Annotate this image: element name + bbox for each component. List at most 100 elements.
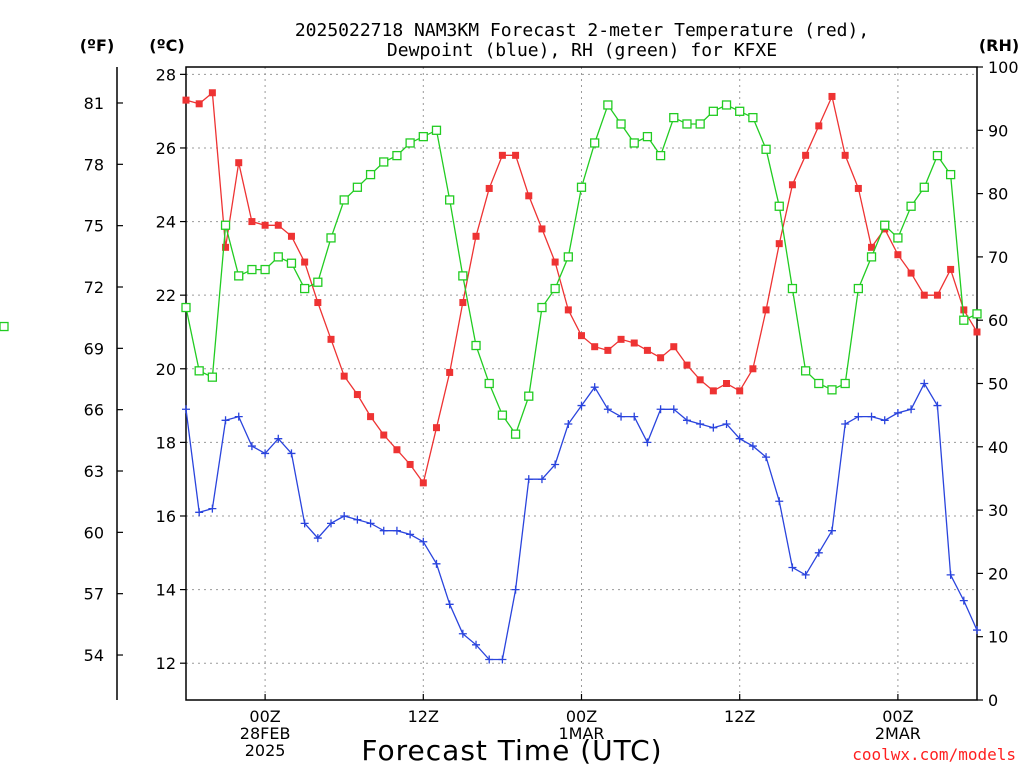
- temperature-point: [287, 232, 295, 240]
- celsius-tick-label: 24: [156, 213, 176, 232]
- temperature-point: [314, 299, 322, 307]
- rh-point: [787, 283, 798, 294]
- rh-point: [181, 302, 191, 313]
- fahrenheit-tick-label: 81: [84, 94, 104, 113]
- temperature-point: [578, 332, 585, 340]
- rh-point: [880, 220, 890, 230]
- rh-point: [313, 277, 323, 287]
- dewpoint-point: [340, 511, 349, 520]
- dewpoint-point: [814, 548, 823, 557]
- dewpoint-point: [617, 412, 626, 421]
- temperature-point: [788, 181, 796, 189]
- temperature-point: [643, 346, 651, 354]
- dewpoint-point: [392, 526, 401, 535]
- rh-point: [418, 131, 428, 142]
- x-tick-label: 28FEB: [240, 724, 291, 743]
- celsius-tick-label: 20: [156, 360, 176, 379]
- dewpoint-point: [590, 383, 599, 392]
- temperature-point: [775, 240, 783, 248]
- rh-point: [708, 106, 718, 116]
- dewpoint-point: [880, 416, 889, 425]
- temperature-point: [274, 221, 282, 229]
- temperature-point: [749, 365, 757, 373]
- temperature-point: [920, 291, 928, 299]
- dewpoint-point: [221, 416, 230, 425]
- rh-point: [840, 378, 850, 389]
- dewpoint-point: [208, 504, 217, 513]
- rh-point: [642, 131, 653, 142]
- dewpoint-point: [274, 434, 283, 443]
- dewpoint-point: [577, 401, 586, 410]
- rh-point: [893, 233, 903, 243]
- temperature-point: [591, 343, 599, 351]
- rh-point: [721, 100, 732, 110]
- rh-tick-label: 40: [988, 438, 1008, 457]
- dewpoint-point: [748, 442, 757, 451]
- dewpoint-point: [722, 419, 731, 428]
- rh-point: [959, 315, 969, 325]
- dewpoint-point: [234, 412, 243, 421]
- fahrenheit-tick-label: 60: [84, 523, 104, 542]
- rh-point: [563, 252, 573, 262]
- temperature-point: [802, 151, 810, 159]
- fahrenheit-tick-label: 75: [84, 217, 104, 236]
- rh-tick-label: 100: [988, 58, 1019, 77]
- dewpoint-point: [933, 401, 942, 410]
- x-tick-label: 00Z: [566, 707, 597, 726]
- dewpoint-point: [247, 442, 256, 451]
- x-tick-label: 00Z: [882, 707, 913, 726]
- rh-point: [260, 264, 270, 275]
- fahrenheit-unit-label: (ºF): [80, 36, 115, 55]
- rh-point: [655, 150, 666, 161]
- temperature-point: [208, 89, 216, 97]
- rh-point: [379, 157, 389, 167]
- fahrenheit-tick-label: 69: [84, 339, 104, 358]
- chart-title-line1: 2025022718 NAM3KM Forecast 2-meter Tempe…: [295, 20, 869, 41]
- temperature-point: [419, 479, 427, 487]
- temperature-point: [301, 258, 309, 266]
- rh-tick-label: 30: [988, 501, 1008, 520]
- temperature-point: [551, 258, 559, 266]
- rh-point: [919, 182, 929, 192]
- x-tick-label: 12Z: [724, 707, 755, 726]
- fahrenheit-tick-label: 72: [84, 278, 104, 297]
- dewpoint-point: [300, 519, 309, 528]
- dewpoint-point: [643, 438, 652, 447]
- rh-point: [392, 150, 402, 161]
- rh-point: [774, 201, 784, 211]
- dewpoint-point: [182, 405, 190, 414]
- rh-point: [576, 182, 587, 192]
- dewpoint-point: [472, 640, 481, 649]
- dewpoint-point: [669, 405, 678, 414]
- dewpoint-point: [419, 537, 428, 546]
- rh-point: [431, 125, 442, 135]
- dewpoint-point: [353, 515, 362, 524]
- rh-tick-label: 0: [988, 691, 998, 710]
- temperature-point: [960, 306, 968, 314]
- temperature-point: [182, 96, 190, 104]
- temperature-point: [380, 431, 388, 439]
- rh-point: [590, 138, 600, 148]
- dewpoint-point: [551, 460, 560, 469]
- rh-point: [247, 264, 257, 275]
- dewpoint-point: [959, 596, 968, 605]
- rh-point: [524, 391, 534, 401]
- rh-tick-label: 90: [988, 121, 1008, 140]
- x-tick-label: 12Z: [408, 707, 439, 726]
- fahrenheit-tick-label: 66: [84, 401, 104, 420]
- temperature-point: [512, 151, 520, 159]
- rh-point: [352, 182, 363, 192]
- dewpoint-point: [946, 570, 955, 579]
- temperature-point: [723, 380, 731, 387]
- celsius-unit-label: (ºC): [149, 36, 184, 55]
- rh-point: [800, 366, 811, 376]
- rh-point: [695, 119, 705, 129]
- rh-point: [906, 201, 916, 211]
- celsius-tick-label: 26: [156, 139, 176, 158]
- celsius-tick-label: 22: [156, 286, 176, 305]
- temperature-point: [604, 346, 612, 354]
- temperature-point: [670, 343, 678, 351]
- dewpoint-point: [893, 408, 902, 417]
- temperature-point: [393, 446, 401, 454]
- dewpoint-point: [867, 412, 876, 421]
